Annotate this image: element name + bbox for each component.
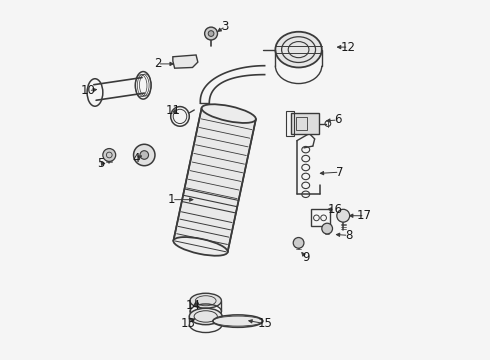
Text: 11: 11 bbox=[166, 104, 181, 117]
Text: 5: 5 bbox=[97, 157, 104, 170]
Ellipse shape bbox=[189, 308, 222, 325]
Circle shape bbox=[293, 238, 304, 248]
Text: 13: 13 bbox=[180, 317, 196, 330]
Circle shape bbox=[322, 223, 333, 234]
Ellipse shape bbox=[190, 293, 221, 308]
Text: 9: 9 bbox=[303, 251, 310, 264]
Circle shape bbox=[208, 31, 214, 36]
Circle shape bbox=[134, 144, 155, 166]
Text: 15: 15 bbox=[257, 317, 272, 330]
Polygon shape bbox=[173, 108, 256, 252]
Text: 14: 14 bbox=[186, 299, 201, 312]
Text: 10: 10 bbox=[81, 84, 96, 97]
Text: 7: 7 bbox=[336, 166, 343, 179]
Ellipse shape bbox=[275, 32, 322, 67]
Circle shape bbox=[140, 151, 148, 159]
Bar bbox=[292, 113, 319, 134]
Ellipse shape bbox=[213, 315, 263, 327]
Polygon shape bbox=[173, 55, 198, 68]
Text: 17: 17 bbox=[357, 209, 372, 222]
Circle shape bbox=[205, 27, 218, 40]
Circle shape bbox=[103, 149, 116, 161]
Ellipse shape bbox=[173, 237, 228, 256]
Text: 6: 6 bbox=[334, 113, 342, 126]
Text: 4: 4 bbox=[132, 152, 140, 165]
Bar bbox=[296, 117, 307, 130]
Text: 8: 8 bbox=[345, 229, 352, 242]
Circle shape bbox=[337, 209, 350, 222]
Bar bbox=[287, 111, 294, 136]
Ellipse shape bbox=[201, 104, 256, 123]
Text: 3: 3 bbox=[221, 20, 229, 33]
Text: 1: 1 bbox=[168, 193, 175, 206]
Text: 12: 12 bbox=[341, 41, 356, 54]
Bar bbox=[311, 209, 330, 226]
Text: 2: 2 bbox=[154, 57, 161, 71]
Text: 16: 16 bbox=[327, 203, 343, 216]
